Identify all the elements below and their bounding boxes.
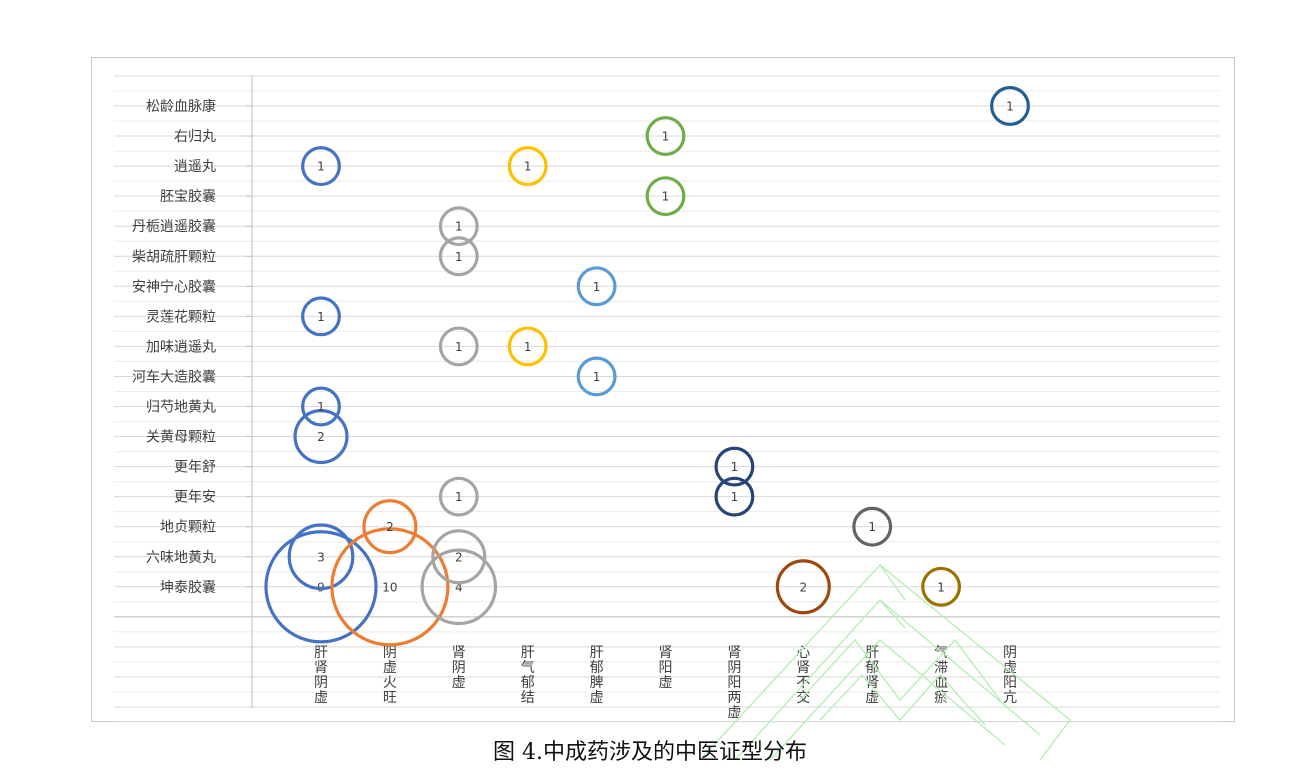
bubble [714, 476, 755, 517]
bubble-label: 1 [593, 280, 601, 294]
x-tick-label: 心肾不交 [796, 645, 810, 706]
bubble [645, 116, 686, 156]
y-tick-label: 柴胡疏肝颗粒 [132, 249, 216, 265]
bubble-label: 1 [455, 490, 463, 504]
bubble-label: 1 [662, 130, 670, 144]
bubble-label: 1 [317, 400, 325, 414]
x-tick-label: 肾阳虚 [659, 645, 673, 691]
bubble-label: 2 [386, 520, 394, 534]
x-axis-labels: 肝肾阴虚阴虚火旺肾阴虚肝气郁结肝郁脾虚肾阳虚肾阴阳两虚心肾不交肝郁肾虚气滞血瘀阴… [314, 645, 1017, 721]
y-tick-label: 地贞颗粒 [160, 519, 216, 536]
bubble-label: 1 [317, 160, 325, 174]
bubble [438, 206, 479, 247]
bubble-label: 2 [317, 430, 325, 444]
y-tick-label: 六味地黄丸 [146, 549, 216, 566]
bubble [576, 266, 617, 307]
bubble [714, 446, 755, 487]
bubble [293, 409, 349, 465]
bubble-label: 1 [731, 460, 739, 474]
y-tick-label: 更年安 [174, 490, 216, 506]
y-tick-label: 关黄母颗粒 [146, 429, 216, 446]
bubble [438, 326, 479, 367]
bubble [301, 296, 341, 337]
gridlines [114, 75, 1220, 723]
bubble [301, 386, 341, 427]
watermark-stroke [879, 564, 906, 629]
y-axis-labels: 坤泰胶囊 六味地黄丸 地贞颗粒 更年安 更年舒 关黄母颗粒 归芍地黄丸 河车大造胶囊 加味逍遥丸… [132, 98, 216, 596]
y-tick-label: 丹栀逍遥胶囊 [132, 218, 216, 235]
bubble [420, 548, 498, 626]
bubble-label: 3 [317, 550, 325, 564]
y-tick-label: 逍遥丸 [174, 159, 216, 175]
bubble-label: 4 [455, 580, 463, 594]
x-tick-label: 肾阴阳两虚 [727, 645, 741, 721]
bubble-label: 1 [455, 250, 463, 264]
bubble-label: 1 [662, 190, 670, 204]
bubble-label: 1 [937, 580, 945, 594]
bubble-label: 1 [317, 310, 325, 324]
bubble [287, 523, 355, 591]
bubble-label: 1 [731, 490, 739, 504]
bubble [852, 506, 893, 547]
bubble [438, 476, 479, 517]
watermark-stroke [819, 673, 986, 726]
watermark-stroke [699, 564, 1071, 761]
x-tick-label: 肝气郁结 [521, 645, 535, 706]
bubble [264, 530, 378, 644]
y-tick-label: 坤泰胶囊 [160, 579, 216, 596]
bubble [507, 146, 548, 187]
y-tick-label: 胚宝胶囊 [160, 188, 216, 205]
axes [114, 76, 1220, 708]
bubble-label: 1 [868, 520, 876, 534]
bubble-label: 1 [455, 340, 463, 354]
bubble-label: 1 [524, 340, 532, 354]
y-tick-label: 灵莲花颗粒 [146, 309, 216, 325]
chart-frame: 坤泰胶囊 六味地黄丸 地贞颗粒 更年安 更年舒 关黄母颗粒 归芍地黄丸 河车大造胶囊 加味逍遥丸… [91, 57, 1235, 723]
bubble [431, 529, 487, 585]
watermark-stroke [799, 638, 1001, 702]
y-tick-label: 河车大造胶囊 [132, 368, 216, 385]
bubble [507, 326, 548, 367]
bubble-label: 1 [524, 160, 532, 174]
x-tick-label: 肝肾阴虚 [314, 645, 328, 706]
bubble [990, 86, 1030, 126]
y-tick-label: 安神宁心胶囊 [132, 278, 216, 295]
bubble [645, 176, 686, 217]
y-tick-label: 归芍地黄丸 [146, 399, 216, 416]
y-tick-label: 右归丸 [174, 128, 216, 145]
bubble [775, 559, 831, 615]
bubble [330, 527, 450, 647]
bubble-label: 1 [1006, 100, 1014, 114]
x-tick-label: 肝郁脾虚 [590, 645, 604, 706]
bubble-label: 1 [593, 370, 601, 384]
y-tick-label: 更年舒 [174, 460, 216, 476]
bubble-label: 1 [455, 220, 463, 234]
bubble-chart: 坤泰胶囊 六味地黄丸 地贞颗粒 更年安 更年舒 关黄母颗粒 归芍地黄丸 河车大造胶囊 加味逍遥丸… [114, 75, 1220, 723]
bubble [301, 146, 341, 187]
y-tick-label: 松龄血脉康 [146, 98, 216, 115]
bubble [438, 236, 479, 277]
bubble-label: 2 [455, 550, 463, 564]
x-tick-label: 阴虚火旺 [383, 645, 397, 706]
figure-caption: 图 4.中成药涉及的中医证型分布 [493, 740, 807, 765]
bubble-label: 2 [799, 580, 807, 594]
y-tick-label: 加味逍遥丸 [146, 339, 216, 355]
x-tick-label: 阴虚阳亢 [1003, 645, 1017, 706]
x-tick-label: 肝郁肾虚 [865, 645, 879, 706]
bubble [576, 356, 617, 397]
x-tick-label: 肾阴虚 [452, 645, 466, 691]
bubble [921, 566, 962, 607]
watermark-stroke [769, 639, 1006, 761]
bubble [362, 499, 418, 555]
bubble-label: 10 [382, 580, 397, 594]
